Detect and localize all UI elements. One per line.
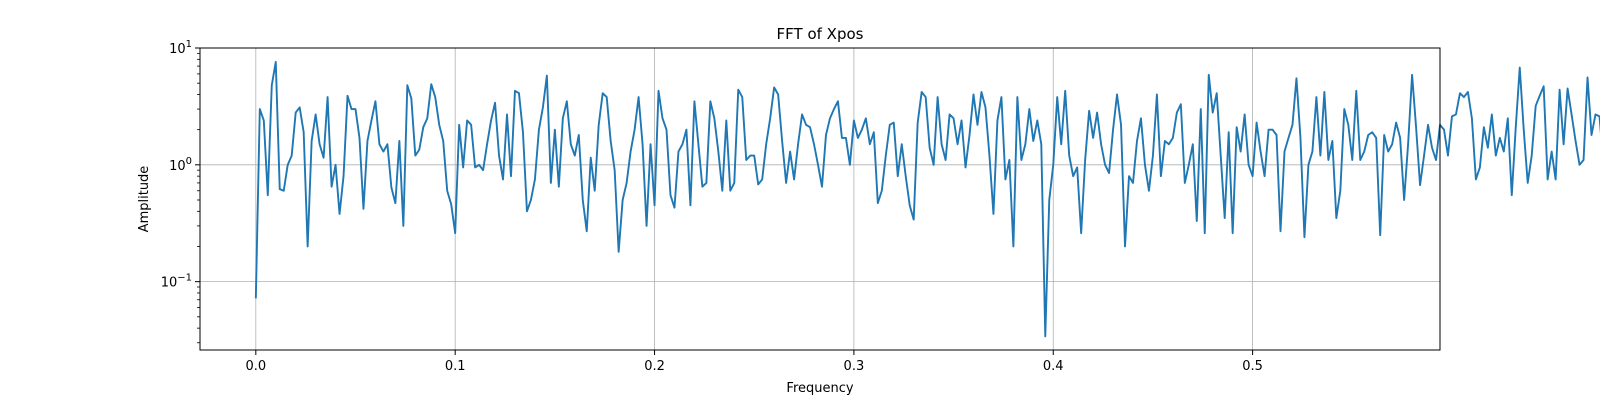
series-line (254, 60, 1600, 338)
plot-area (200, 48, 1440, 350)
x-tick-label: 0.2 (644, 359, 665, 374)
x-tick-label: 0.1 (445, 359, 466, 374)
y-tick-label: 100 (169, 156, 192, 174)
x-tick-label: 0.3 (844, 359, 865, 374)
y-tick-label: 101 (169, 39, 192, 57)
y-tick-label: 10−1 (161, 273, 192, 291)
x-axis-ticks: 0.0 0.1 0.2 0.3 0.4 0.5 (245, 350, 1263, 374)
y-axis-label: Amplitude (137, 166, 152, 233)
x-axis-label: Frequency (786, 381, 853, 396)
x-tick-label: 0.5 (1242, 359, 1263, 374)
y-axis-ticks: 10−1 100 101 (161, 39, 200, 344)
chart-title: FFT of Xpos (777, 25, 864, 43)
plot-frame (199, 47, 1441, 351)
data-series (254, 60, 1600, 338)
x-tick-label: 0.4 (1043, 359, 1064, 374)
x-tick-label: 0.0 (245, 359, 266, 374)
